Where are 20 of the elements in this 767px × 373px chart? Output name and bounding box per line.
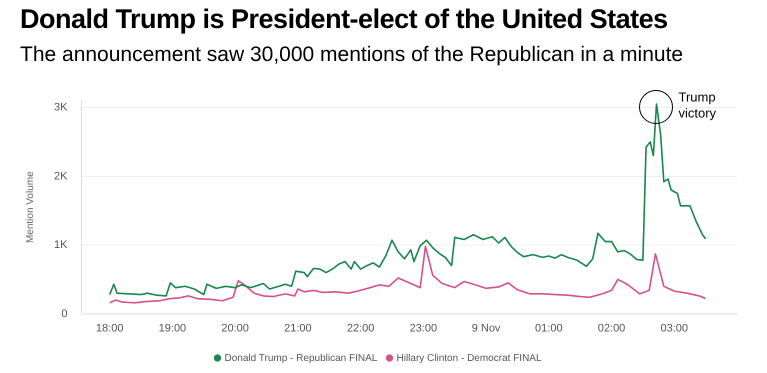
legend-label: Hillary Clinton - Democrat FINAL (396, 352, 542, 364)
chart-title: Donald Trump is President-elect of the United States (20, 4, 668, 35)
x-tick-label: 18:00 (96, 322, 124, 334)
legend-label: Donald Trump - Republican FINAL (224, 352, 378, 364)
y-tick-label: 3K (54, 102, 68, 114)
x-tick-label: 22:00 (346, 322, 374, 334)
chart-subtitle: The announcement saw 30,000 mentions of the Republican in a minute (20, 43, 684, 67)
y-tick-label: 0 (61, 308, 68, 320)
y-axis-title: Mention Volume (24, 170, 36, 244)
annotation: Trump victory (678, 90, 717, 121)
y-tick-label: 1K (54, 239, 68, 252)
y-tick-label: 2K (54, 170, 68, 182)
x-tick-label: 23:00 (410, 322, 438, 334)
x-tick-label: 21:00 (284, 322, 312, 334)
x-tick-label: 20:00 (221, 322, 249, 334)
x-tick-label: 03:00 (660, 322, 688, 334)
x-tick-label: 02:00 (598, 322, 626, 334)
x-tick-label: 9 Nov (472, 322, 501, 334)
x-tick-label: 01:00 (535, 322, 563, 334)
x-tick-label: 19:00 (158, 322, 186, 334)
